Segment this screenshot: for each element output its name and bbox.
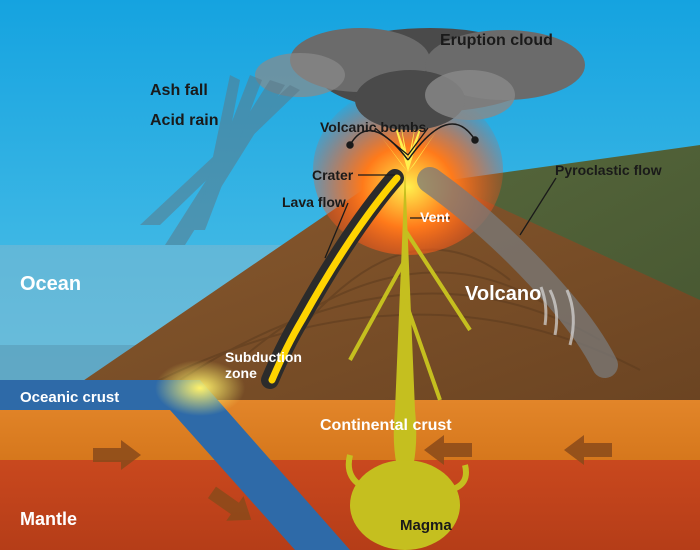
label-lava-flow: Lava flow xyxy=(282,194,346,210)
label-crater: Crater xyxy=(312,167,354,183)
label-mantle: Mantle xyxy=(20,509,77,529)
magma-chamber xyxy=(350,460,460,550)
label-ocean: Ocean xyxy=(20,273,81,295)
label-volcano: Volcano xyxy=(465,283,541,305)
label-continental: Continental crust xyxy=(320,417,452,434)
label-volcanic-bombs: Volcanic bombs xyxy=(320,119,427,135)
label-ash-fall: Ash fall xyxy=(150,82,208,99)
label-vent: Vent xyxy=(420,209,450,225)
label-subduction2: zone xyxy=(225,365,257,381)
label-pyroclastic: Pyroclastic flow xyxy=(555,162,662,178)
label-oceanic-crust: Oceanic crust xyxy=(20,389,119,406)
label-acid-rain: Acid rain xyxy=(150,112,218,129)
label-subduction: Subduction xyxy=(225,349,302,365)
label-eruption-cloud: Eruption cloud xyxy=(440,32,553,49)
label-magma: Magma xyxy=(400,517,452,534)
volcano-diagram: Eruption cloud Ash fall Acid rain Volcan… xyxy=(0,0,700,550)
